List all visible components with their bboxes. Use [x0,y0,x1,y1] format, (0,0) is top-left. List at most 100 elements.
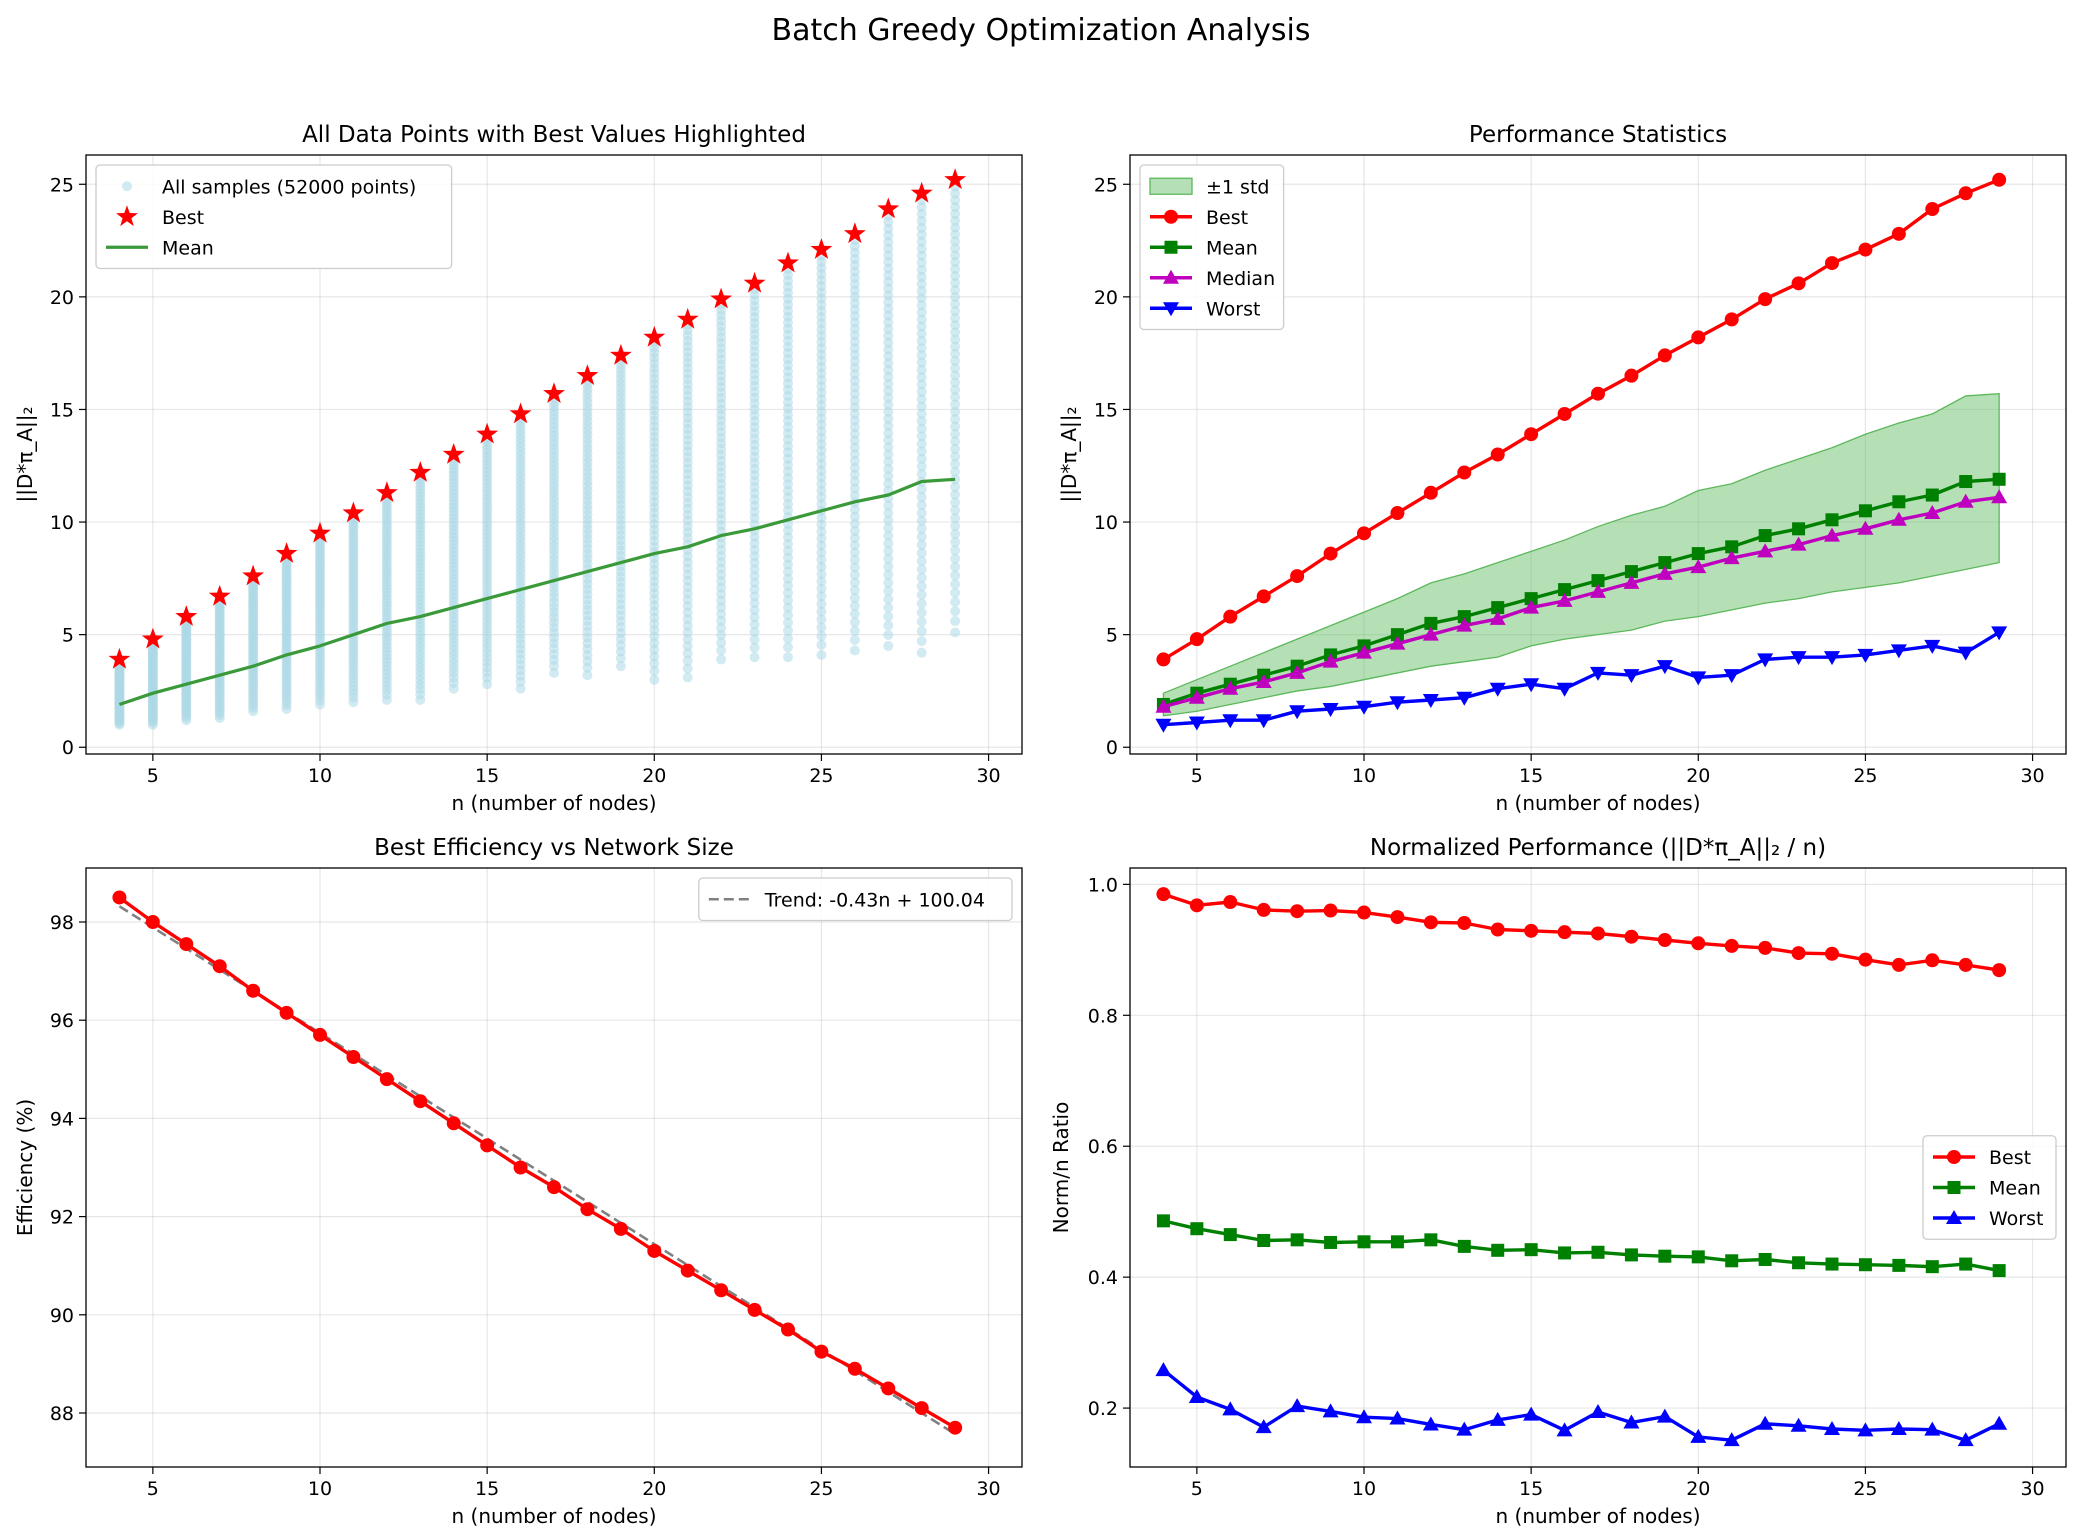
data-point [1389,696,1406,711]
data-point [1858,504,1872,518]
data-point [346,1050,361,1065]
data-point [609,343,632,365]
data-point [1188,689,1205,704]
sample-point [950,537,961,548]
data-point [1490,922,1505,937]
sample-point [916,386,927,397]
data-point [1790,651,1807,666]
data-point [1422,1416,1439,1431]
sample-point [916,446,927,457]
data-point [613,1221,628,1236]
data-point [1758,292,1773,307]
y-tick-label: 88 [50,1403,74,1425]
y-tick-label: 0.8 [1088,1005,1118,1027]
data-point [1623,669,1640,684]
sample-point [883,538,894,549]
sample-point [883,515,894,526]
data-point [914,1401,929,1416]
data-point [1958,957,1973,972]
legend: ±1 std Best Mean Median Worst [1139,164,1285,331]
data-point [1624,368,1639,383]
data-point [1623,1414,1640,1429]
data-point [1658,556,1672,570]
sample-point [849,600,860,611]
data-point [710,287,733,309]
sample-point [883,392,894,403]
sample-point [849,634,860,645]
data-point [1456,617,1473,632]
data-point [279,1005,294,1020]
data-point [1523,1406,1540,1421]
sample-point [950,215,961,226]
series-line [1162,1368,2000,1442]
x-tick-label: 30 [2020,1478,2044,1500]
data-point [1991,489,2008,504]
legend-label: Best [1206,207,1248,229]
sample-point [849,585,860,596]
data-point [242,564,265,586]
data-point [1357,905,1371,920]
sample-point [950,474,961,485]
sample-point [849,511,860,522]
sample-point [950,264,961,275]
data-point [1825,513,1839,527]
data-point [1290,569,1305,584]
sample-point [816,598,827,609]
sample-point [950,451,961,462]
plot-area [1155,887,2008,1447]
sample-point [783,566,793,577]
data-point [1890,511,1907,526]
data-point [108,647,131,669]
data-point [379,1072,394,1087]
legend-label: Mean [1989,1178,2041,1200]
data-point [1924,1421,1941,1436]
series-best [108,168,967,669]
sample-point [783,573,793,584]
sample-point [783,559,793,570]
data-point [676,307,699,329]
data-point [1891,226,1906,241]
sample-point [549,667,559,678]
sample-point [950,250,961,261]
sample-point [749,612,760,623]
data-point [1255,1419,1272,1434]
sample-point [849,462,860,473]
sample-point [916,229,927,240]
sample-point [916,564,927,575]
sample-point [916,209,927,220]
data-point [1925,953,1940,968]
sample-point [916,278,927,289]
data-point [1857,648,1874,663]
data-point [212,959,227,974]
y-tick-label: 92 [50,1207,74,1229]
x-tick-label: 25 [1853,765,1877,787]
subplot-title: Best Efficiency vs Network Size [374,835,734,861]
data-point [1223,895,1238,910]
sample-point [950,384,961,395]
x-tick-label: 15 [1519,1478,1543,1500]
sample-point [916,453,927,464]
sample-point [749,605,760,616]
x-tick-label: 15 [1519,765,1543,787]
y-tick-label: 20 [1094,287,1118,309]
data-point [1188,1388,1205,1403]
sample-point [916,202,927,213]
data-point [1222,714,1239,729]
axes-frame [1129,154,2067,755]
data-point [1255,673,1272,688]
sample-point [716,637,727,648]
data-point [208,584,231,606]
sample-point [916,416,927,427]
sample-point [916,364,927,375]
sample-point [849,547,860,558]
sample-point [916,647,927,658]
data-point [1792,522,1806,536]
sample-point [950,489,961,500]
series-best [1156,887,2007,978]
data-point [1925,488,1939,502]
data-point [1356,1409,1372,1424]
x-axis-label: n (number of nodes) [1495,1504,1700,1528]
data-point [1858,242,1873,257]
sample-point [916,492,927,503]
data-point [1824,651,1840,666]
